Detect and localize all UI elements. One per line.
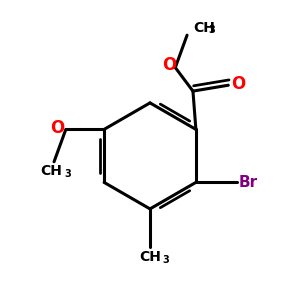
Text: 3: 3 (208, 26, 215, 35)
Text: O: O (232, 75, 246, 93)
Text: O: O (162, 56, 176, 74)
Text: Br: Br (239, 175, 258, 190)
Text: 3: 3 (163, 254, 169, 265)
Text: 3: 3 (64, 169, 71, 178)
Text: CH: CH (139, 250, 161, 264)
Text: O: O (50, 119, 64, 137)
Text: CH: CH (193, 21, 215, 35)
Text: CH: CH (40, 164, 62, 178)
